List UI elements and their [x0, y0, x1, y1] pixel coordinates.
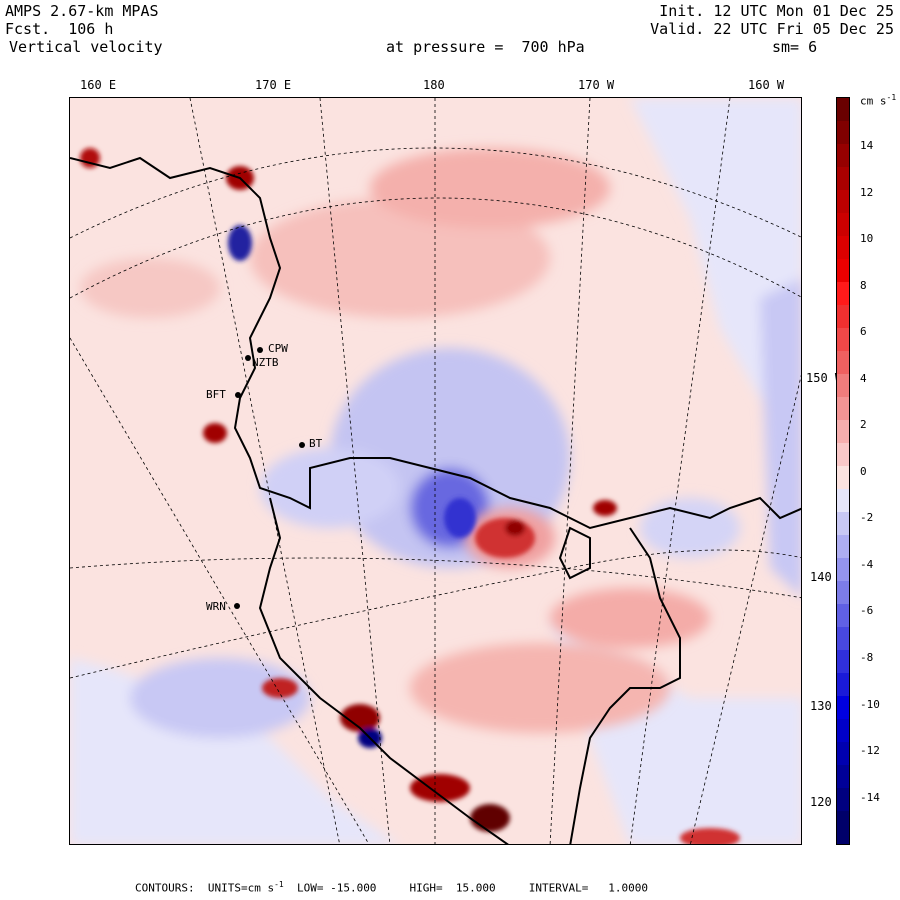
station-label-bft: BFT — [206, 388, 226, 401]
lon-label-170w: 170 W — [578, 78, 615, 92]
coastline — [70, 156, 801, 844]
colorbar-label: -6 — [860, 604, 874, 617]
colorbar-label: -12 — [860, 744, 880, 757]
colorbar — [836, 97, 850, 845]
colorbar-label: 8 — [860, 279, 867, 292]
graticule — [70, 98, 801, 844]
lon-label-160w: 160 W — [748, 78, 785, 92]
vertical-velocity-field — [70, 98, 801, 844]
colorbar-label: 4 — [860, 372, 867, 385]
colorbar-label: 12 — [860, 186, 874, 199]
forecast-hour: Fcst. 106 h — [5, 20, 114, 38]
colorbar-label: -10 — [860, 698, 880, 711]
smoothing: sm= 6 — [772, 38, 818, 56]
positive-regions — [80, 148, 710, 733]
lon-label-170e: 170 E — [255, 78, 292, 92]
colorbar-label: -2 — [860, 511, 874, 524]
station-marker-wrn — [234, 603, 240, 609]
model-title: AMPS 2.67-km MPAS — [5, 2, 159, 20]
station-label-cpw: CPW — [268, 342, 288, 355]
station-marker-bt — [299, 442, 305, 448]
contour-info: CONTOURS: UNITS=cm s-1 LOW= -15.000 HIGH… — [135, 880, 648, 895]
map-panel — [69, 97, 802, 845]
colorbar-label: 0 — [860, 465, 867, 478]
station-label-nztb: NZTB — [252, 356, 279, 369]
station-marker-nztb — [245, 355, 251, 361]
colorbar-label: -4 — [860, 558, 874, 571]
init-time: Init. 12 UTC Mon 01 Dec 25 — [659, 2, 894, 20]
colorbar-label: 2 — [860, 418, 867, 431]
field-name: Vertical velocity — [9, 38, 163, 56]
lon-label-160e: 160 E — [80, 78, 117, 92]
station-markers — [234, 347, 305, 609]
colorbar-label: 10 — [860, 232, 874, 245]
colorbar-label: 6 — [860, 325, 867, 338]
pressure-level: at pressure = 700 hPa — [386, 38, 585, 56]
colorbar-swatches — [837, 98, 849, 844]
station-label-bt: BT — [309, 437, 323, 450]
station-label-wrn: WRN — [206, 600, 226, 613]
valid-time: Valid. 22 UTC Fri 05 Dec 25 — [650, 20, 894, 38]
station-marker-bft — [235, 392, 241, 398]
colorbar-units: cm s-1 — [860, 93, 897, 108]
station-marker-cpw — [257, 347, 263, 353]
colorbar-label: -14 — [860, 791, 880, 804]
lon-label-180: 180 — [423, 78, 445, 92]
colorbar-label: 14 — [860, 139, 874, 152]
colorbar-label: -8 — [860, 651, 874, 664]
